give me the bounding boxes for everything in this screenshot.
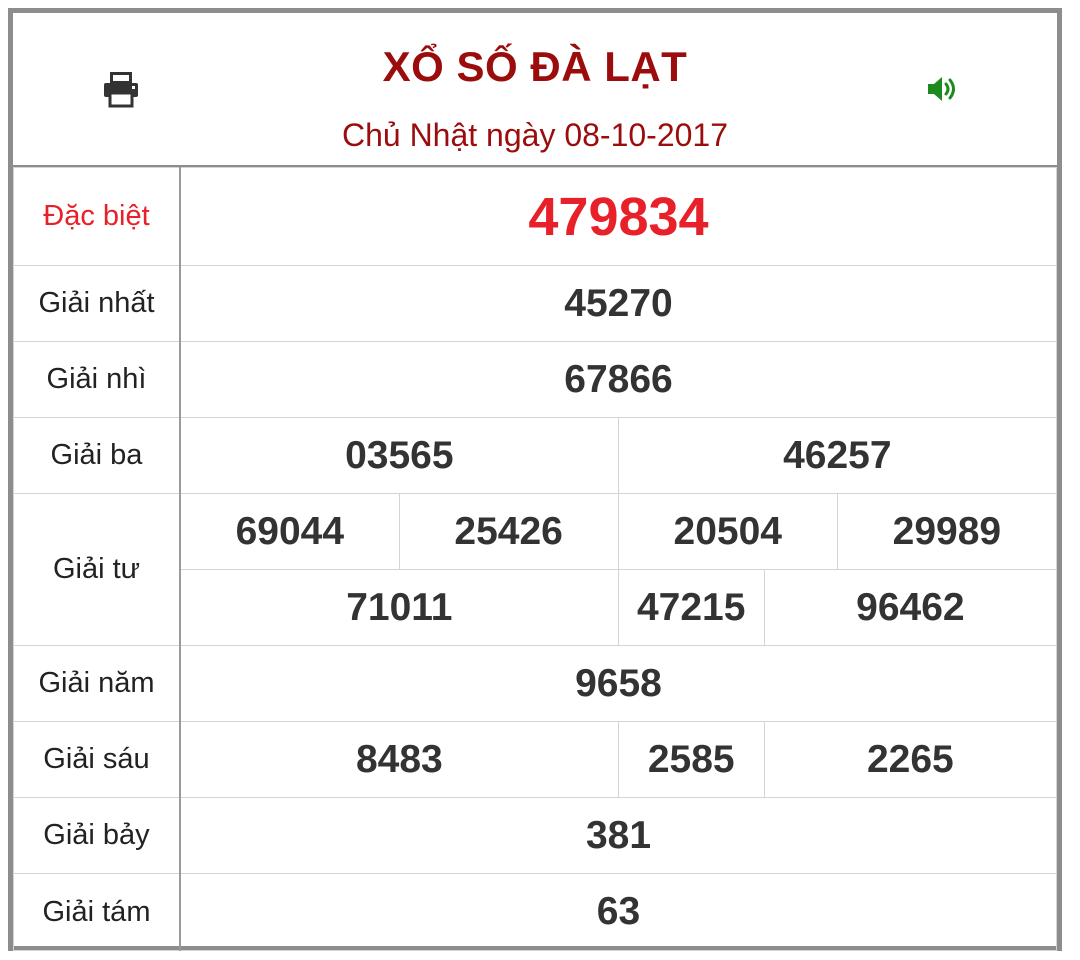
sound-button[interactable]: [925, 73, 961, 105]
prize-number: 29989: [836, 493, 1058, 570]
prize-label-first: Giải nhất: [13, 265, 181, 342]
prize-number: 45270: [179, 265, 1057, 342]
printer-icon: [104, 72, 138, 108]
prize-label-sixth: Giải sáu: [13, 721, 181, 798]
prize-label-third: Giải ba: [13, 417, 181, 494]
draw-date: Chủ Nhật ngày 08-10-2017: [341, 117, 729, 153]
prize-number: 47215: [617, 569, 765, 646]
prize-row-third: Giải ba 03565 46257: [13, 417, 1058, 494]
prize-number: 8483: [179, 721, 619, 798]
prize-row-fourth: Giải tư 69044 25426 20504 29989: [13, 493, 1058, 646]
prize-label-special: Đặc biệt: [13, 167, 181, 266]
header-divider: [13, 165, 1057, 167]
prize-row-special: Đặc biệt 479834: [13, 167, 1057, 266]
volume-icon: [928, 77, 955, 101]
prize-row-fifth: Giải năm 9658: [13, 645, 1057, 722]
prize-number: 67866: [179, 341, 1057, 418]
prize-number: 46257: [617, 417, 1058, 494]
prize-number: 2265: [763, 721, 1058, 798]
prize-label-second: Giải nhì: [13, 341, 181, 418]
prize-row-eighth: Giải tám 63: [13, 873, 1057, 951]
prize-number: 03565: [179, 417, 619, 494]
prize-row-second: Giải nhì 67866: [13, 341, 1057, 418]
results-table: Đặc biệt 479834 Giải nhất 45270 Giải nhì…: [13, 167, 1058, 951]
prize-label-seventh: Giải bảy: [13, 797, 181, 874]
prize-number: 20504: [617, 493, 838, 570]
prize-number: 69044: [179, 493, 400, 570]
prize-number: 71011: [179, 569, 619, 646]
prize-label-fifth: Giải năm: [13, 645, 181, 722]
special-prize-number: 479834: [179, 167, 1057, 266]
print-button[interactable]: [101, 69, 141, 109]
prize-row-seventh: Giải bảy 381: [13, 797, 1057, 874]
prize-label-eighth: Giải tám: [13, 873, 181, 951]
page-title: XỔ SỐ ĐÀ LẠT: [382, 43, 688, 90]
prize-row-sixth: Giải sáu 8483 2585 2265: [13, 721, 1058, 798]
prize-row-first: Giải nhất 45270: [13, 265, 1057, 342]
prize-number: 381: [179, 797, 1057, 874]
prize-number: 9658: [179, 645, 1057, 722]
results-header: XỔ SỐ ĐÀ LẠT Chủ Nhật ngày 08-10-2017: [13, 13, 1057, 165]
prize-number: 96462: [763, 569, 1058, 646]
results-frame: XỔ SỐ ĐÀ LẠT Chủ Nhật ngày 08-10-2017 Đặ…: [8, 8, 1062, 951]
prize-label-fourth: Giải tư: [13, 493, 181, 646]
prize-number: 63: [179, 873, 1057, 951]
prize-number: 25426: [398, 493, 619, 570]
prize-number: 2585: [617, 721, 765, 798]
